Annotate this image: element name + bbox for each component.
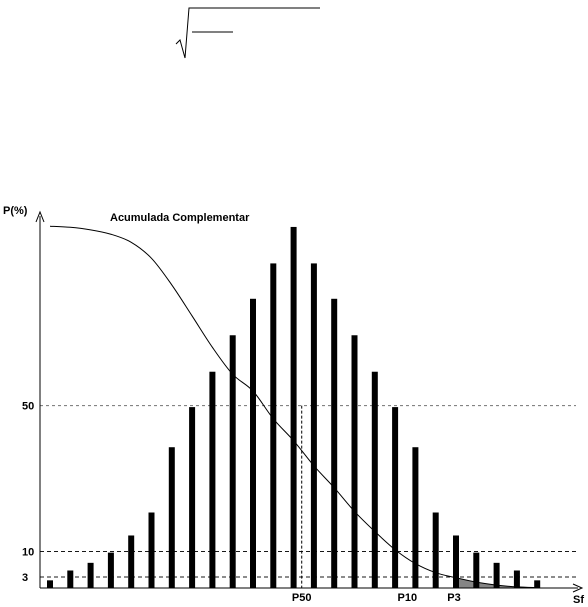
bar-13 [290,226,297,589]
bar-22 [473,552,480,588]
x-marker-label-p3: P3 [447,592,460,604]
y-axis-label: P(%) [3,205,28,217]
x-marker-label-p50: P50 [292,592,312,604]
axes [35,210,584,593]
bar-21 [453,535,459,588]
bar-23 [493,562,500,588]
bar-24 [513,570,520,588]
bar-3 [87,562,94,588]
sqrt-formula-icon [175,7,320,59]
bar-14 [310,263,317,588]
bar-20 [432,512,439,588]
bar-7 [168,447,175,588]
guide-lines [40,405,576,588]
cumulative-curve [49,225,538,589]
tick-labels: 50 10 3 P50 P10 P3 [22,401,461,604]
bar-15 [331,298,338,588]
curve-label: Acumulada Complementar [110,212,250,224]
bar-2 [67,570,74,588]
bar-10 [229,335,236,588]
bar-18 [392,407,399,588]
bar-6 [148,512,155,588]
bar-11 [250,298,256,588]
y-tick-label-3: 3 [22,572,28,584]
bar-8 [189,407,196,588]
y-tick-label-50: 50 [22,401,34,413]
bars [47,226,541,589]
bar-17 [371,371,378,588]
x-axis-arrow-icon [572,583,584,593]
bar-5 [128,535,135,588]
bar-25 [534,580,541,588]
bar-16 [351,335,358,588]
bar-1 [47,580,53,588]
y-tick-label-10: 10 [22,547,34,559]
bar-9 [209,371,216,588]
bar-19 [412,447,419,588]
bar-12 [270,263,277,588]
x-axis-label: Sf [573,594,584,606]
y-axis-arrow-icon [35,210,45,223]
bar-4 [107,552,114,588]
x-marker-label-p10: P10 [397,592,417,604]
cumulative-line [49,225,538,589]
